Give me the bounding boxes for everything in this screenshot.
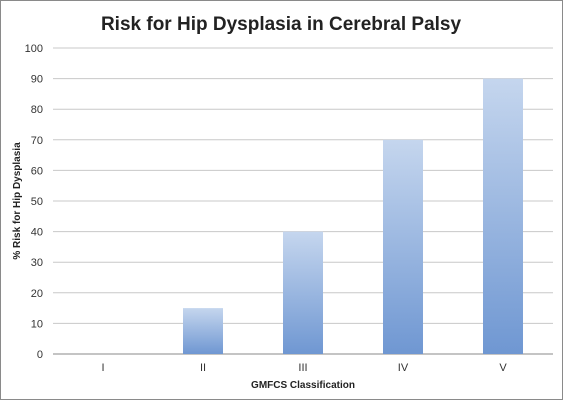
chart-title: Risk for Hip Dysplasia in Cerebral Palsy (101, 14, 462, 35)
y-tick-label: 100 (25, 43, 43, 55)
y-tick-label: 50 (31, 196, 43, 208)
y-tick-label: 20 (31, 288, 43, 300)
y-tick-label: 30 (31, 257, 43, 269)
y-tick-label: 80 (31, 104, 43, 116)
y-tick-label: 70 (31, 135, 43, 147)
bar-V (483, 78, 523, 354)
x-tick-label: II (200, 362, 206, 374)
x-tick-label: V (499, 362, 507, 374)
y-tick-label: 40 (31, 227, 43, 239)
y-tick-label: 90 (31, 74, 43, 86)
y-tick-label: 60 (31, 165, 43, 177)
x-tick-label: I (101, 362, 104, 374)
x-tick-label: III (298, 362, 307, 374)
y-tick-label: 0 (37, 349, 43, 361)
x-axis-label: GMFCS Classification (251, 380, 355, 391)
bar-III (283, 231, 323, 354)
bar-IV (383, 139, 423, 354)
x-tick-label: IV (398, 362, 409, 374)
bar-II (183, 308, 223, 354)
y-axis-label: % Risk for Hip Dysplasia (12, 142, 23, 260)
y-tick-label: 10 (31, 318, 43, 330)
